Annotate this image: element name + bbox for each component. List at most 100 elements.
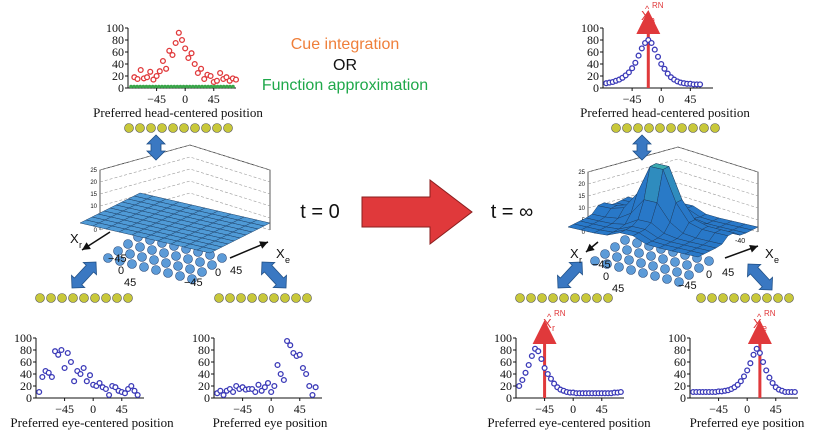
data-point — [625, 69, 632, 76]
neuron-node — [526, 293, 536, 303]
basis-node — [634, 248, 644, 258]
basis-node — [670, 257, 680, 267]
neuron-node — [729, 293, 739, 303]
data-point — [220, 391, 227, 399]
basis-node — [147, 245, 157, 255]
surface-tick-r-0-right: 0 — [603, 271, 609, 283]
xe-subscript-right: e — [774, 255, 779, 265]
data-point — [753, 345, 760, 352]
surface-small-label-right: -40 — [735, 238, 745, 245]
neuron-node — [179, 123, 189, 133]
data-point — [223, 74, 230, 81]
data-point — [255, 381, 262, 388]
data-point — [163, 65, 170, 72]
data-point — [303, 370, 310, 378]
basis-node — [207, 260, 217, 270]
caption-head-t0: Preferred head-centered position — [93, 105, 263, 120]
surface-patch — [684, 250, 705, 258]
data-point — [538, 355, 545, 363]
data-point — [522, 369, 529, 376]
y-tick-label: 20 — [20, 379, 32, 393]
surface-gridline — [587, 182, 759, 209]
data-point — [252, 388, 259, 396]
estimate-label-xa: ^ RN X a — [641, 1, 664, 25]
basis-node — [672, 267, 682, 277]
double-arrow-icon — [146, 134, 166, 161]
surface-z-tick: 15 — [90, 192, 97, 198]
data-point — [791, 388, 798, 396]
data-point — [296, 351, 303, 358]
caption-eye-tinf: Preferred eye position — [690, 415, 805, 430]
basis-node — [159, 248, 169, 258]
y-tick-label: 60 — [198, 355, 210, 369]
data-point — [230, 388, 237, 396]
basis-node — [636, 258, 646, 268]
xa-letter: X — [641, 8, 650, 23]
basis-node — [113, 246, 123, 256]
data-point — [64, 349, 71, 357]
basis-node — [650, 271, 660, 281]
surface-z-tick: 10 — [90, 204, 97, 210]
xe-subscript: e — [285, 255, 290, 265]
data-point — [67, 358, 74, 366]
neuron-node — [688, 123, 698, 133]
y-tick-label: 60 — [20, 355, 32, 369]
y-tick-label: 60 — [674, 355, 686, 369]
y-tick-label: 40 — [198, 367, 210, 381]
basis-node — [103, 253, 113, 263]
data-point — [144, 74, 151, 81]
y-tick-label: 100 — [581, 21, 599, 35]
basis-node — [658, 254, 668, 264]
rn-xa: RN — [652, 1, 664, 10]
basis-node — [694, 263, 704, 273]
caption-eyecentered-t0: Preferred eye-centered position — [10, 415, 174, 430]
basis-node — [151, 265, 161, 275]
baseline-point — [181, 84, 186, 89]
data-point — [280, 376, 287, 384]
basis-node — [183, 254, 193, 264]
y-tick-label: 40 — [20, 367, 32, 381]
basis-node — [660, 264, 670, 274]
double-arrow-icon — [71, 261, 97, 289]
baseline-point — [197, 84, 201, 89]
neuron-node — [201, 123, 211, 133]
data-point — [36, 388, 43, 396]
baseline-point — [187, 84, 192, 89]
baseline-point — [157, 84, 161, 89]
x-tick-label: 45 — [294, 402, 306, 416]
surface-frame — [99, 144, 271, 230]
x-tick-label: 45 — [596, 402, 608, 416]
basis-node — [123, 239, 133, 249]
neuron-node — [751, 293, 761, 303]
data-point — [516, 382, 523, 390]
surface-z-tick: 10 — [578, 206, 585, 212]
surface-axis-head — [82, 242, 91, 250]
x-tick-label: −45 — [535, 402, 554, 416]
baseline-point — [206, 84, 211, 89]
data-point — [763, 367, 770, 374]
neuron-node — [146, 123, 156, 133]
axis-label-xr-left: X r — [70, 231, 82, 250]
header-function-approximation: Function approximation — [262, 77, 428, 94]
neuron-node — [269, 293, 279, 303]
basis-node — [139, 262, 149, 272]
baseline-point — [218, 84, 223, 89]
x-tick-label: −45 — [55, 402, 74, 416]
basis-node — [638, 268, 648, 278]
data-point — [535, 348, 542, 355]
data-point — [58, 346, 65, 354]
data-point — [766, 374, 773, 381]
data-point — [629, 65, 636, 72]
data-point — [153, 72, 160, 80]
surface-z-tick: 20 — [90, 180, 97, 186]
x-tick-label: −45 — [147, 92, 166, 106]
x-tick-label: 0 — [744, 402, 750, 416]
basis-node — [187, 274, 197, 284]
double-arrow-icon — [747, 263, 773, 291]
data-point — [96, 379, 103, 387]
neuron-node — [666, 123, 676, 133]
y-tick-label: 80 — [198, 343, 210, 357]
surface-z-tick: 20 — [578, 182, 585, 188]
surface-axis-head — [259, 241, 268, 249]
